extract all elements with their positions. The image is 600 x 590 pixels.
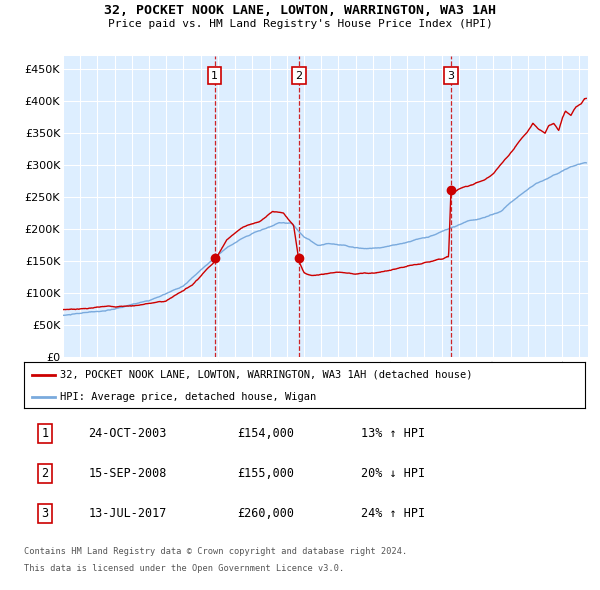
Text: 13-JUL-2017: 13-JUL-2017 <box>89 507 167 520</box>
Text: 2: 2 <box>295 71 302 81</box>
Text: 2: 2 <box>41 467 49 480</box>
Text: 15-SEP-2008: 15-SEP-2008 <box>89 467 167 480</box>
Text: £155,000: £155,000 <box>237 467 294 480</box>
Text: 3: 3 <box>448 71 454 81</box>
Text: 24-OCT-2003: 24-OCT-2003 <box>89 427 167 440</box>
Text: 32, POCKET NOOK LANE, LOWTON, WARRINGTON, WA3 1AH: 32, POCKET NOOK LANE, LOWTON, WARRINGTON… <box>104 4 496 17</box>
Text: 1: 1 <box>41 427 49 440</box>
Text: 1: 1 <box>211 71 218 81</box>
Text: £154,000: £154,000 <box>237 427 294 440</box>
Text: This data is licensed under the Open Government Licence v3.0.: This data is licensed under the Open Gov… <box>24 565 344 573</box>
Text: Contains HM Land Registry data © Crown copyright and database right 2024.: Contains HM Land Registry data © Crown c… <box>24 547 407 556</box>
Text: 3: 3 <box>41 507 49 520</box>
Text: 32, POCKET NOOK LANE, LOWTON, WARRINGTON, WA3 1AH (detached house): 32, POCKET NOOK LANE, LOWTON, WARRINGTON… <box>61 370 473 380</box>
Text: Price paid vs. HM Land Registry's House Price Index (HPI): Price paid vs. HM Land Registry's House … <box>107 19 493 29</box>
Text: £260,000: £260,000 <box>237 507 294 520</box>
Text: 13% ↑ HPI: 13% ↑ HPI <box>361 427 425 440</box>
Text: 24% ↑ HPI: 24% ↑ HPI <box>361 507 425 520</box>
Text: 20% ↓ HPI: 20% ↓ HPI <box>361 467 425 480</box>
Text: HPI: Average price, detached house, Wigan: HPI: Average price, detached house, Wiga… <box>61 392 317 402</box>
